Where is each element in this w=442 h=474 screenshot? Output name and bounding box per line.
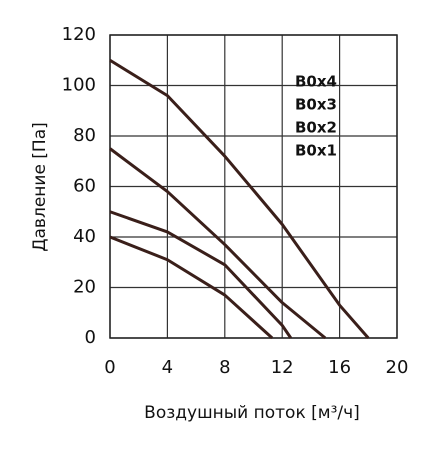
y-axis-label: Давление [Па]: [30, 122, 50, 252]
y-tick-label: 120: [62, 24, 96, 45]
curve: [109, 58, 370, 339]
legend-label: B0x2: [295, 119, 337, 137]
y-tick-label: 20: [73, 277, 96, 298]
y-tick-label: 100: [62, 75, 96, 96]
x-tick-label: 8: [219, 357, 230, 378]
curve: [109, 235, 274, 340]
y-tick-label: 0: [85, 327, 96, 348]
plot-frame: [109, 34, 398, 339]
legend-label: B0x1: [295, 142, 337, 160]
y-tick-label: 80: [73, 125, 96, 146]
x-tick-label: 20: [386, 357, 409, 378]
legend-label: B0x4: [295, 73, 337, 91]
x-axis-label: Воздушный поток [м³/ч]: [144, 403, 360, 423]
y-tick-label: 40: [73, 226, 96, 247]
curve: [109, 210, 293, 339]
x-tick-label: 0: [104, 357, 115, 378]
curve: [109, 147, 327, 340]
y-tick-label: 60: [73, 176, 96, 197]
x-tick-label: 4: [162, 357, 173, 378]
x-tick-label: 16: [328, 357, 351, 378]
legend-label: B0x3: [295, 96, 337, 114]
x-tick-label: 12: [271, 357, 294, 378]
